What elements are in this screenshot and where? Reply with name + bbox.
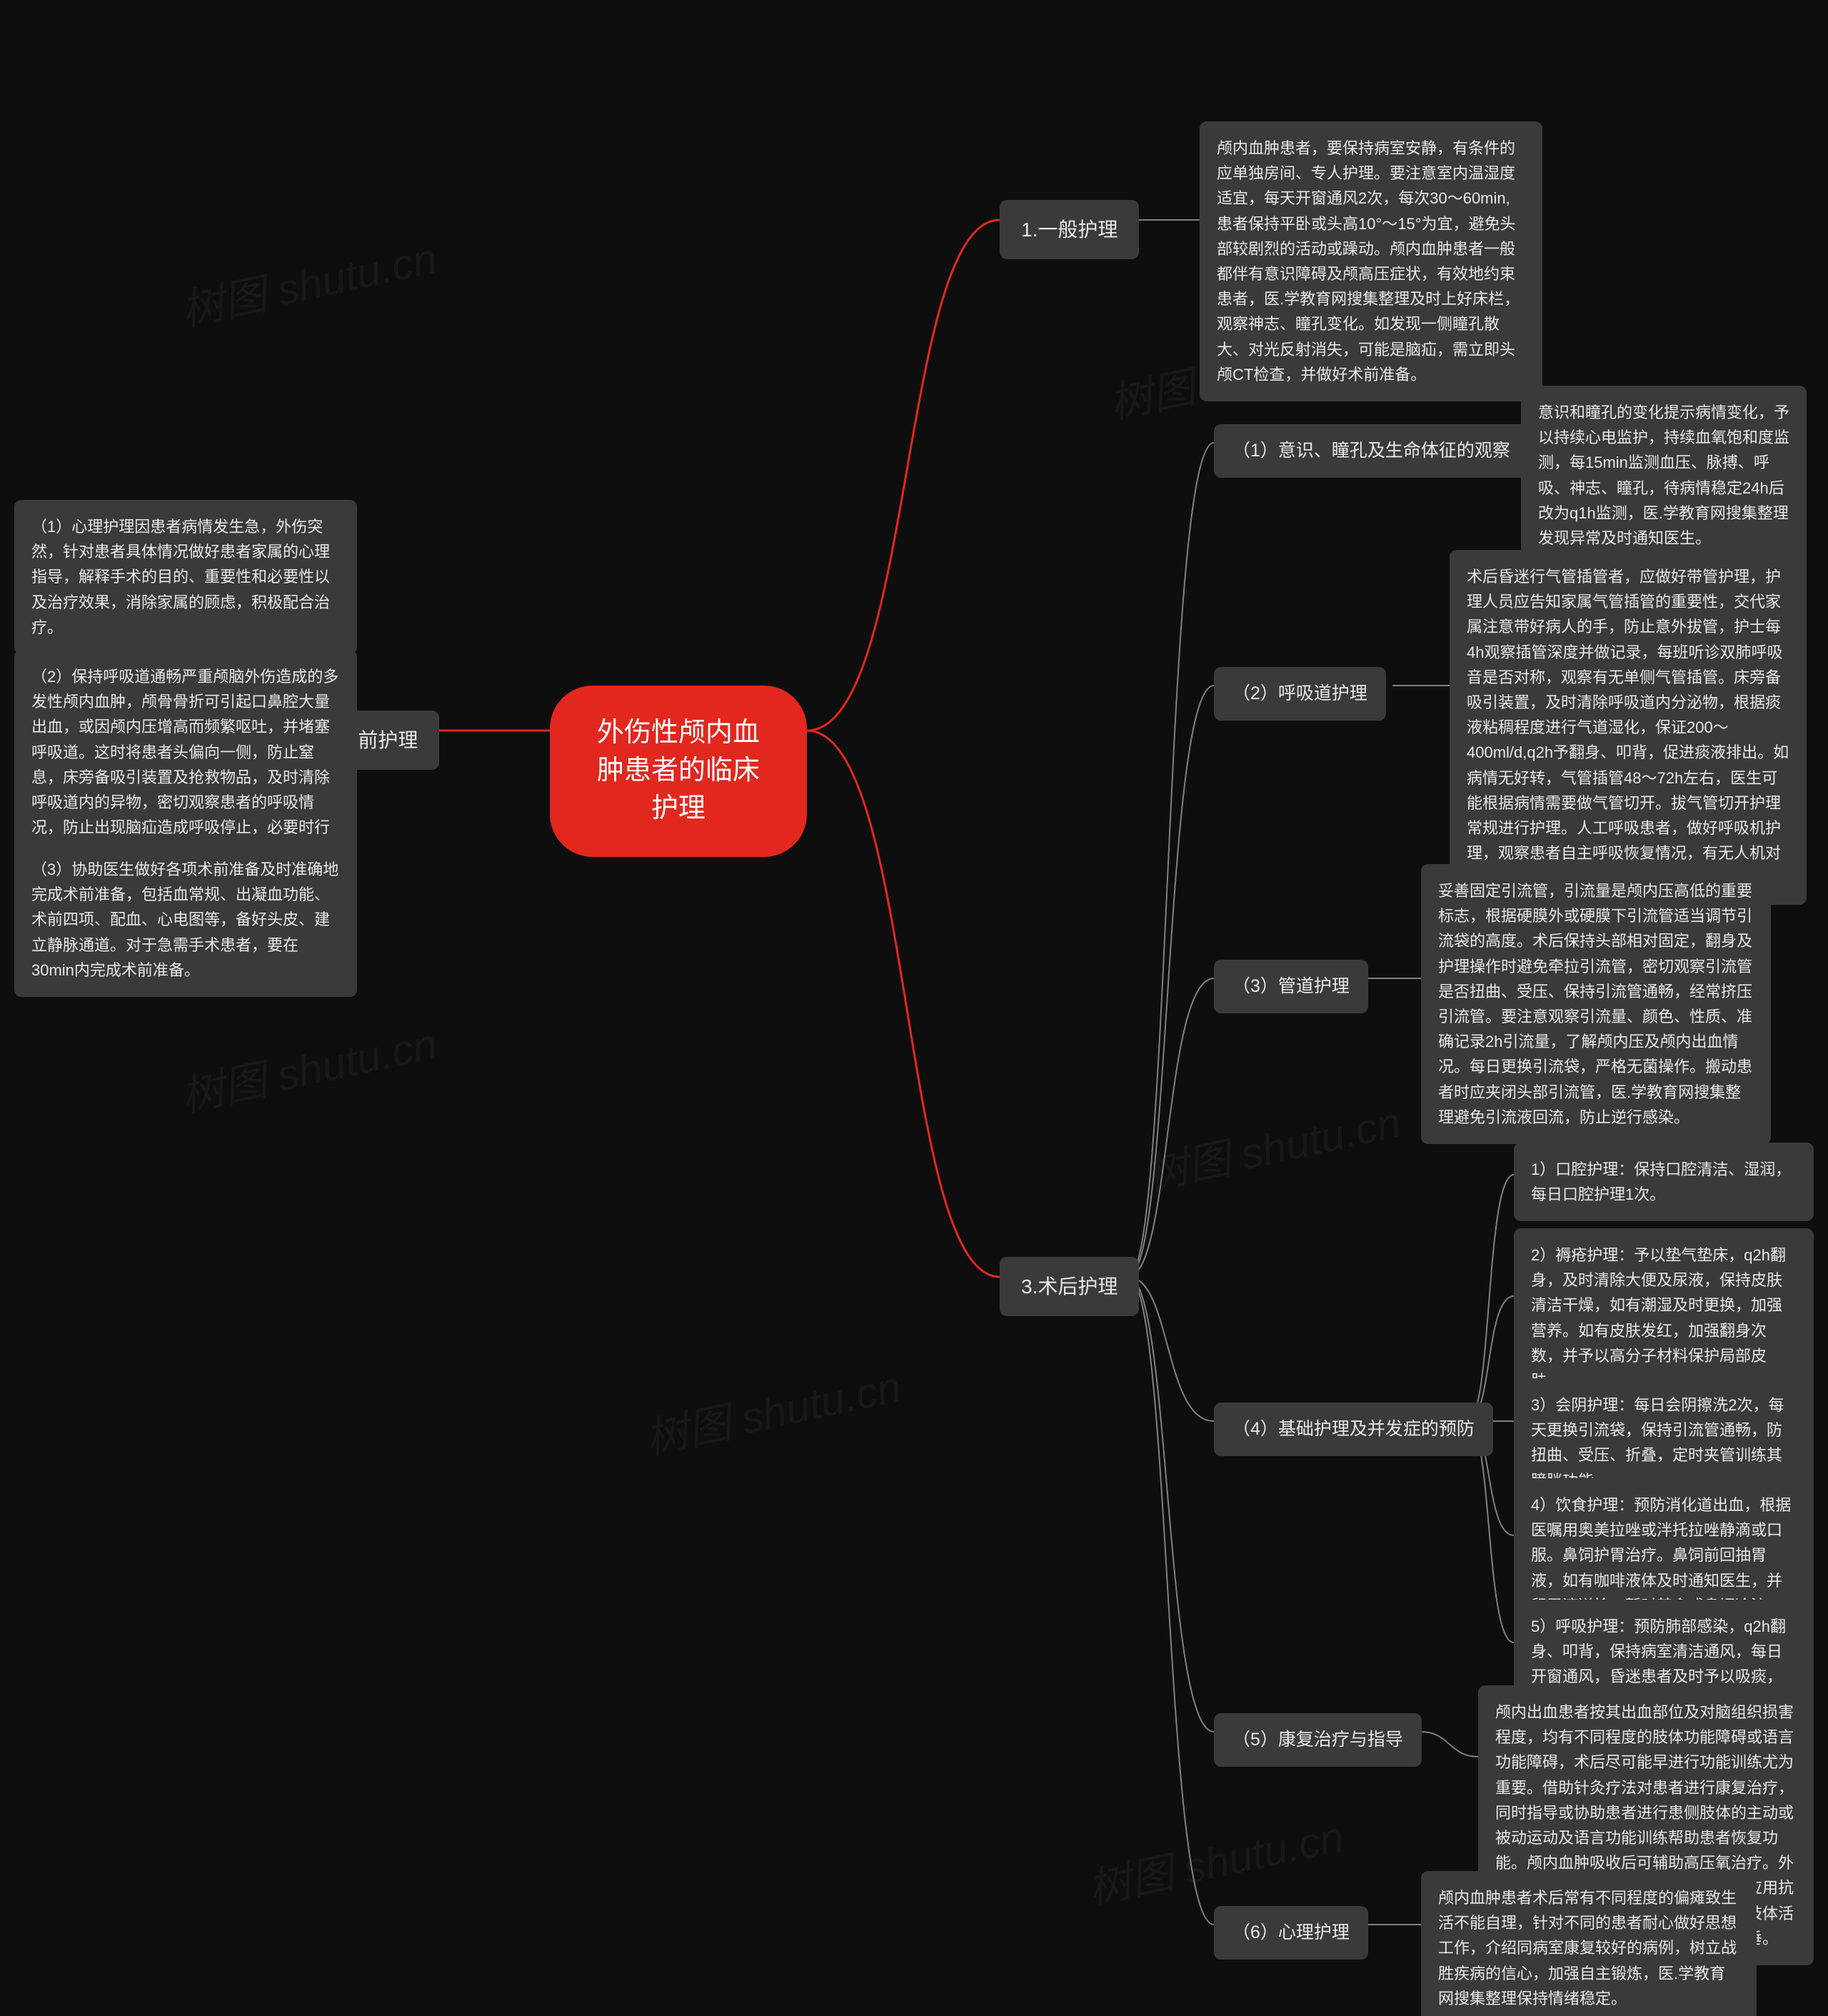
leaf-text: 妥善固定引流管，引流量是颅内压高低的重要标志，根据硬膜外或硬膜下引流管适当调节引…: [1438, 882, 1752, 1126]
leaf-respiratory: 术后昏迷行气管插管者，应做好带管护理，护理人员应告知家属气管插管的重要性，交代家…: [1450, 550, 1807, 905]
sub-psych[interactable]: （6）心理护理: [1214, 1906, 1368, 1960]
leaf-text: 1）口腔护理：保持口腔清洁、湿润，每日口腔护理1次。: [1531, 1160, 1791, 1203]
root-node[interactable]: 外伤性颅内血肿患者的临床护理: [550, 686, 807, 857]
sub-respiratory[interactable]: （2）呼吸道护理: [1214, 667, 1386, 721]
leaf-text: 颅内血肿患者，要保持病室安静，有条件的应单独房间、专人护理。要注意室内温湿度适宜…: [1217, 139, 1520, 383]
leaf-text: 术后昏迷行气管插管者，应做好带管护理，护理人员应告知家属气管插管的重要性，交代家…: [1467, 568, 1789, 887]
watermark: 树图 shutu.cn: [1082, 1802, 1349, 1917]
sub-pipeline[interactable]: （3）管道护理: [1214, 960, 1368, 1013]
sub-label: （2）呼吸道护理: [1232, 683, 1367, 703]
leaf-text: 颅内血肿患者术后常有不同程度的偏瘫致生活不能自理，针对不同的患者耐心做好思想工作…: [1438, 1889, 1737, 2007]
sub-label: （3）管道护理: [1232, 976, 1350, 996]
leaf-text: （3）协助医生做好各项术前准备及时准确地完成术前准备，包括血常规、出凝血功能、术…: [31, 861, 338, 979]
leaf-text: 意识和瞳孔的变化提示病情变化，予以持续心电监护，持续血氧饱和度监测，每15min…: [1538, 403, 1789, 547]
branch-label: 1.一般护理: [1021, 219, 1118, 241]
branch-postop-care[interactable]: 3.术后护理: [1000, 1257, 1139, 1316]
sub-rehab[interactable]: （5）康复治疗与指导: [1214, 1713, 1422, 1767]
branch-general-care[interactable]: 1.一般护理: [1000, 200, 1139, 259]
leaf-text: 2）褥疮护理：予以垫气垫床，q2h翻身，及时清除大便及尿液，保持皮肤清洁干燥，如…: [1531, 1246, 1786, 1390]
leaf-preop-3: （3）协助医生做好各项术前准备及时准确地完成术前准备，包括血常规、出凝血功能、术…: [14, 843, 357, 997]
leaf-general-care: 颅内血肿患者，要保持病室安静，有条件的应单独房间、专人护理。要注意室内温湿度适宜…: [1200, 121, 1542, 401]
leaf-text: 3）会阴护理：每日会阴擦洗2次，每天更换引流袋，保持引流管通畅，防扭曲、受压、折…: [1531, 1396, 1784, 1490]
watermark: 树图 shutu.cn: [175, 1009, 442, 1124]
sub-label: （4）基础护理及并发症的预防: [1232, 1419, 1475, 1439]
sub-basic-care[interactable]: （4）基础护理及并发症的预防: [1214, 1403, 1493, 1456]
branch-label: 3.术后护理: [1021, 1275, 1118, 1298]
sub-consciousness[interactable]: （1）意识、瞳孔及生命体征的观察: [1214, 424, 1529, 478]
leaf-preop-1: （1）心理护理因患者病情发生急，外伤突然，针对患者具体情况做好患者家属的心理指导…: [14, 500, 357, 654]
watermark: 树图 shutu.cn: [175, 224, 442, 338]
root-label: 外伤性颅内血肿患者的临床护理: [597, 718, 760, 823]
leaf-basic-1: 1）口腔护理：保持口腔清洁、湿润，每日口腔护理1次。: [1514, 1143, 1814, 1221]
leaf-text: （1）心理护理因患者病情发生急，外伤突然，针对患者具体情况做好患者家属的心理指导…: [31, 518, 330, 636]
sub-label: （6）心理护理: [1232, 1922, 1350, 1942]
watermark: 树图 shutu.cn: [1139, 1088, 1406, 1203]
watermark: 树图 shutu.cn: [639, 1352, 906, 1467]
leaf-text: （2）保持呼吸道通畅严重颅脑外伤造成的多发性颅内血肿，颅骨骨折可引起口鼻腔大量出…: [31, 668, 338, 861]
leaf-psych: 颅内血肿患者术后常有不同程度的偏瘫致生活不能自理，针对不同的患者耐心做好思想工作…: [1421, 1871, 1757, 2016]
leaf-pipeline: 妥善固定引流管，引流量是颅内压高低的重要标志，根据硬膜外或硬膜下引流管适当调节引…: [1421, 864, 1771, 1144]
sub-label: （5）康复治疗与指导: [1232, 1730, 1403, 1750]
leaf-consciousness: 意识和瞳孔的变化提示病情变化，予以持续心电监护，持续血氧饱和度监测，每15min…: [1521, 386, 1807, 565]
sub-label: （1）意识、瞳孔及生命体征的观察: [1232, 441, 1510, 461]
